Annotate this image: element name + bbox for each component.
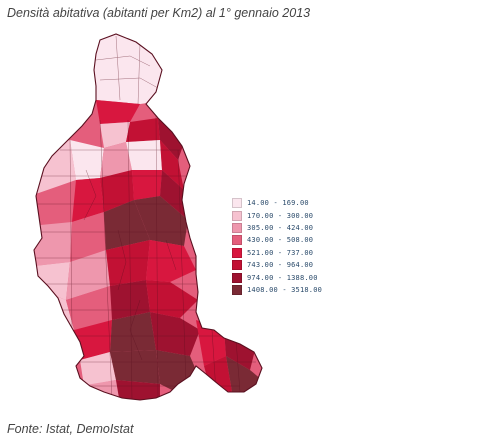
legend-label: 430.00 - 508.00 [247, 236, 314, 245]
legend-swatch [232, 222, 242, 233]
legend-item: 743.00 - 964.00 [232, 259, 352, 271]
legend-item: 521.00 - 737.00 [232, 247, 352, 259]
legend-swatch [232, 198, 242, 209]
legend-label: 305.00 - 424.00 [247, 223, 314, 232]
legend-label: 14.00 - 169.00 [247, 199, 309, 208]
legend-label: 974.00 - 1388.00 [247, 273, 318, 282]
legend-item: 430.00 - 508.00 [232, 234, 352, 246]
legend: 14.00 - 169.00 170.00 - 300.00 305.00 - … [232, 197, 352, 296]
legend-item: 14.00 - 169.00 [232, 197, 352, 209]
legend-swatch [232, 272, 242, 283]
legend-swatch [232, 284, 242, 295]
legend-swatch [232, 247, 242, 258]
legend-swatch [232, 210, 242, 221]
legend-label: 743.00 - 964.00 [247, 261, 314, 270]
source-note: Fonte: Istat, DemoIstat [7, 422, 134, 436]
map-title: Densità abitativa (abitanti per Km2) al … [7, 6, 311, 20]
legend-label: 170.00 - 300.00 [247, 211, 314, 220]
legend-item: 1408.00 - 3518.00 [232, 284, 352, 296]
legend-label: 521.00 - 737.00 [247, 248, 314, 257]
legend-swatch [232, 235, 242, 246]
municipal-borders [36, 35, 256, 400]
legend-label: 1408.00 - 3518.00 [247, 285, 323, 294]
legend-item: 305.00 - 424.00 [232, 222, 352, 234]
legend-item: 974.00 - 1388.00 [232, 271, 352, 283]
legend-swatch [232, 260, 242, 271]
legend-item: 170.00 - 300.00 [232, 209, 352, 221]
